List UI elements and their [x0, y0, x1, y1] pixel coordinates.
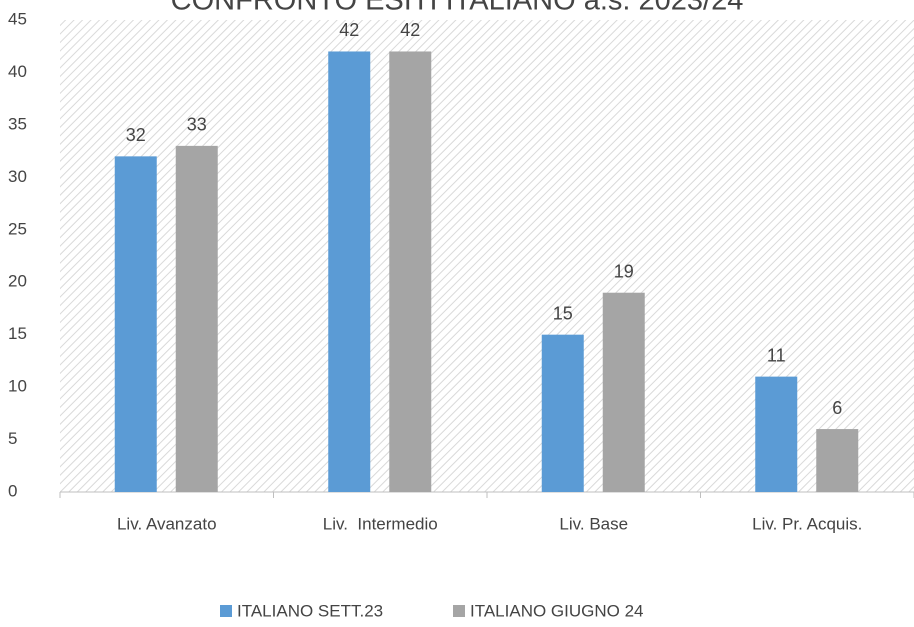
data-label: 42: [400, 20, 420, 40]
x-tick-label: Liv. Pr. Acquis.: [752, 514, 862, 533]
y-tick-label: 15: [8, 324, 27, 343]
legend-label: ITALIANO SETT.23: [237, 601, 383, 620]
bar: [541, 334, 584, 492]
y-tick-label: 45: [8, 9, 27, 28]
bar: [328, 51, 371, 492]
bar: [114, 156, 157, 492]
data-label: 33: [187, 115, 207, 135]
y-tick-label: 5: [8, 429, 17, 448]
y-tick-label: 25: [8, 219, 27, 238]
bar: [602, 292, 645, 492]
chart-title: CONFRONTO ESITI ITALIANO a.s. 2023/24: [171, 0, 744, 17]
y-tick-label: 35: [8, 114, 27, 133]
y-tick-label: 10: [8, 377, 27, 396]
bar: [755, 376, 798, 492]
legend-swatch: [220, 605, 232, 617]
y-tick-label: 0: [8, 481, 17, 500]
bar: [389, 51, 432, 492]
bar: [175, 145, 218, 492]
data-label: 32: [126, 125, 146, 145]
legend-label: ITALIANO GIUGNO 24: [470, 601, 644, 620]
y-tick-label: 20: [8, 272, 27, 291]
x-tick-label: Liv. Intermedio: [323, 514, 438, 533]
data-label: 42: [339, 20, 359, 40]
x-tick-label: Liv. Avanzato: [117, 514, 217, 533]
legend-swatch: [453, 605, 465, 617]
data-label: 15: [553, 303, 573, 323]
x-tick-label: Liv. Base: [559, 514, 628, 533]
data-label: 6: [832, 398, 842, 418]
y-tick-label: 40: [8, 62, 27, 81]
data-label: 19: [614, 261, 634, 281]
y-tick-label: 30: [8, 167, 27, 186]
data-label: 11: [767, 345, 786, 365]
bar: [816, 429, 859, 492]
